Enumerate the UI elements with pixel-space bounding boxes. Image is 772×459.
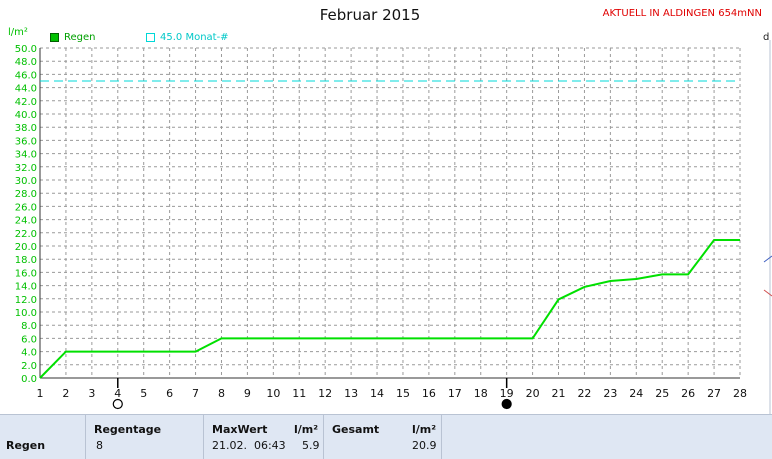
row-label-cell: Regen — [0, 415, 86, 459]
side-panel-stroke — [763, 289, 772, 297]
x-tick-label: 21 — [552, 387, 566, 400]
y-tick-label: 22.0 — [15, 229, 37, 240]
y-tick-label: 6.0 — [21, 334, 37, 345]
y-tick-label: 26.0 — [15, 202, 37, 213]
x-tick-label: 26 — [681, 387, 695, 400]
legend-swatch-monat — [146, 33, 155, 42]
y-tick-label: 24.0 — [15, 216, 37, 227]
y-tick-label: 44.0 — [15, 84, 37, 95]
x-tick-label: 16 — [422, 387, 436, 400]
x-tick-label: 10 — [266, 387, 280, 400]
summary-table: Regen Regentage 8 MaxWert l/m² 21.02. 06… — [0, 414, 772, 459]
y-tick-label: 30.0 — [15, 176, 37, 187]
y-tick-label: 40.0 — [15, 110, 37, 121]
x-tick-label: 3 — [88, 387, 95, 400]
x-tick-label: 20 — [526, 387, 540, 400]
x-tick-label: 24 — [629, 387, 643, 400]
y-tick-label: 38.0 — [15, 123, 37, 134]
y-tick-label: 14.0 — [15, 282, 37, 293]
gesamt-label: Gesamt — [332, 423, 380, 436]
x-tick-label: 11 — [292, 387, 306, 400]
station-label: AKTUELL IN ALDINGEN 654mNN — [602, 8, 762, 19]
legend-label-monat: 45.0 Monat-# — [160, 32, 229, 43]
x-tick-label: 13 — [344, 387, 358, 400]
x-tick-label: 18 — [474, 387, 488, 400]
x-tick-label: 19 — [500, 387, 514, 400]
y-tick-label: 48.0 — [15, 57, 37, 68]
maxwert-unit: l/m² — [294, 423, 319, 436]
rain-chart: 0.0 2.0 4.0 6.0 8.0 10.0 12.0 14.0 16.0 18.0 20.0 2… — [15, 40, 772, 414]
side-panel-stroke — [763, 255, 772, 263]
y-tick-label: 8.0 — [21, 321, 37, 332]
chart-title: Februar 2015 — [319, 6, 421, 24]
legend-item-regen: Regen — [50, 32, 96, 43]
x-tick-label: 25 — [655, 387, 669, 400]
x-tick-label: 28 — [733, 387, 747, 400]
y-tick-label: 0.0 — [21, 374, 37, 385]
new-moon-icon — [501, 398, 512, 410]
y-tick-label: 28.0 — [15, 189, 37, 200]
y-tick-label: 2.0 — [21, 361, 37, 372]
y-tick-label: 16.0 — [15, 268, 37, 279]
x-tick-label: 9 — [244, 387, 251, 400]
y-axis-unit: l/m² — [8, 27, 28, 38]
x-tick-label: 22 — [577, 387, 591, 400]
y-tick-label: 50.0 — [15, 44, 37, 55]
x-tick-label: 4 — [114, 387, 121, 400]
legend-label-regen: Regen — [64, 32, 96, 43]
regentage-value: 8 — [96, 439, 103, 452]
x-tick-label: 6 — [166, 387, 173, 400]
y-tick-label: 46.0 — [15, 70, 37, 81]
y-tick-label: 20.0 — [15, 242, 37, 253]
plot-area — [40, 48, 740, 378]
y-tick-label: 12.0 — [15, 295, 37, 306]
gesamt-unit: l/m² — [412, 423, 437, 436]
gesamt-cell: Gesamt l/m² 20.9 — [324, 415, 442, 459]
row-label: Regen — [6, 439, 46, 452]
x-tick-label: 8 — [218, 387, 225, 400]
maxwert-date: 21.02. 06:43 — [212, 439, 286, 452]
x-tick-label: 2 — [62, 387, 69, 400]
y-tick-label: 10.0 — [15, 308, 37, 319]
regentage-label: Regentage — [94, 423, 162, 436]
x-tick-label: 23 — [603, 387, 617, 400]
y-tick-label: 42.0 — [15, 97, 37, 108]
series-line-regen — [39, 239, 740, 379]
maxwert-value: 5.9 — [302, 439, 320, 452]
x-tick-label: 12 — [318, 387, 332, 400]
x-tick-label: 5 — [140, 387, 147, 400]
maxwert-label: MaxWert — [212, 423, 268, 436]
x-tick-label: 27 — [707, 387, 721, 400]
y-tick-label: 34.0 — [15, 150, 37, 161]
x-tick-label: 7 — [192, 387, 199, 400]
legend-item-monat: 45.0 Monat-# — [146, 32, 229, 43]
x-tick-label: 14 — [370, 387, 384, 400]
full-moon-icon — [112, 398, 123, 410]
regentage-cell: Regentage 8 — [86, 415, 204, 459]
y-tick-label: 18.0 — [15, 255, 37, 266]
legend-swatch-regen — [50, 33, 59, 42]
y-tick-label: 36.0 — [15, 136, 37, 147]
y-tick-label: 4.0 — [21, 348, 37, 359]
gesamt-value: 20.9 — [412, 439, 437, 452]
x-tick-label: 17 — [448, 387, 462, 400]
y-tick-label: 32.0 — [15, 163, 37, 174]
x-tick-label: 15 — [396, 387, 410, 400]
x-tick-label: 1 — [37, 387, 44, 400]
maxwert-cell: MaxWert l/m² 21.02. 06:43 5.9 — [204, 415, 324, 459]
side-panel-fragment: d — [763, 32, 770, 43]
